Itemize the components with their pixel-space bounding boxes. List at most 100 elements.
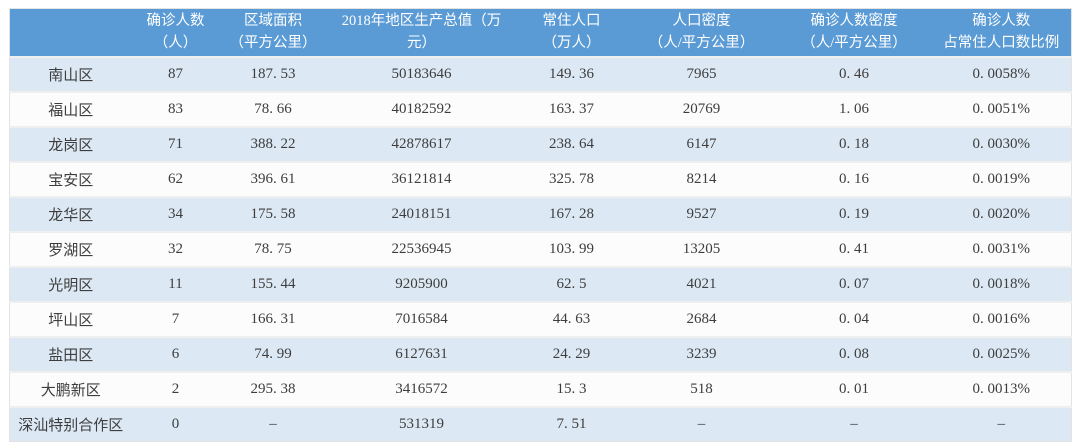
value-cell: 40182592 bbox=[326, 91, 517, 127]
value-cell: 166. 31 bbox=[219, 301, 327, 337]
district-cell: 龙华区 bbox=[9, 196, 132, 232]
value-cell: 0. 16 bbox=[776, 161, 932, 197]
value-cell: 531319 bbox=[326, 406, 517, 442]
value-cell: 0. 19 bbox=[776, 196, 932, 232]
value-cell: 44. 63 bbox=[516, 301, 627, 337]
value-cell: 0. 0013% bbox=[931, 371, 1072, 407]
value-cell: 9527 bbox=[626, 196, 777, 232]
value-cell: 0. 07 bbox=[776, 266, 932, 302]
header-row: 确诊人数 （人） 区域面积 （平方公里） 2018年地区生产总值（万 元） 常住… bbox=[9, 8, 1072, 57]
table-row: 龙华区 34 175. 58 24018151 167. 28 9527 0. … bbox=[9, 196, 1072, 232]
value-cell: 325. 78 bbox=[516, 161, 627, 197]
value-cell: 36121814 bbox=[326, 161, 517, 197]
value-cell: 396. 61 bbox=[219, 161, 327, 197]
district-cell: 盐田区 bbox=[9, 336, 132, 372]
table-row: 福山区 83 78. 66 40182592 163. 37 20769 1. … bbox=[9, 91, 1072, 127]
table-row: 盐田区 6 74. 99 6127631 24. 29 3239 0. 08 0… bbox=[9, 336, 1072, 372]
district-cell: 宝安区 bbox=[9, 161, 132, 197]
value-cell: 6147 bbox=[626, 126, 777, 162]
district-cell: 龙岗区 bbox=[9, 126, 132, 162]
value-cell: 0 bbox=[131, 406, 220, 442]
value-cell: 8214 bbox=[626, 161, 777, 197]
value-cell: 6 bbox=[131, 336, 220, 372]
value-cell: 0. 41 bbox=[776, 231, 932, 267]
value-cell: 24. 29 bbox=[516, 336, 627, 372]
value-cell: 4021 bbox=[626, 266, 777, 302]
value-cell: 78. 75 bbox=[219, 231, 327, 267]
value-cell: 155. 44 bbox=[219, 266, 327, 302]
district-cell: 深汕特别合作区 bbox=[9, 406, 132, 442]
value-cell: 0. 0025% bbox=[931, 336, 1072, 372]
value-cell: 0. 0019% bbox=[931, 161, 1072, 197]
col-header-area: 区域面积 （平方公里） bbox=[219, 8, 327, 57]
value-cell: 0. 04 bbox=[776, 301, 932, 337]
value-cell: 388. 22 bbox=[219, 126, 327, 162]
district-cell: 南山区 bbox=[9, 56, 132, 92]
value-cell: 167. 28 bbox=[516, 196, 627, 232]
value-cell: – bbox=[219, 406, 327, 442]
col-header-resident-population: 常住人口 （万人） bbox=[516, 8, 627, 57]
value-cell: 0. 0016% bbox=[931, 301, 1072, 337]
value-cell: 0. 18 bbox=[776, 126, 932, 162]
value-cell: 187. 53 bbox=[219, 56, 327, 92]
value-cell: 0. 01 bbox=[776, 371, 932, 407]
value-cell: 87 bbox=[131, 56, 220, 92]
value-cell: – bbox=[776, 406, 932, 442]
value-cell: 163. 37 bbox=[516, 91, 627, 127]
value-cell: 32 bbox=[131, 231, 220, 267]
value-cell: 0. 08 bbox=[776, 336, 932, 372]
value-cell: 1. 06 bbox=[776, 91, 932, 127]
value-cell: 295. 38 bbox=[219, 371, 327, 407]
value-cell: 103. 99 bbox=[516, 231, 627, 267]
value-cell: 7 bbox=[131, 301, 220, 337]
table-row: 深汕特别合作区 0 – 531319 7. 51 – – – bbox=[9, 406, 1072, 442]
value-cell: 42878617 bbox=[326, 126, 517, 162]
value-cell: 83 bbox=[131, 91, 220, 127]
value-cell: 34 bbox=[131, 196, 220, 232]
col-header-gdp-2018: 2018年地区生产总值（万 元） bbox=[326, 8, 517, 57]
table-row: 坪山区 7 166. 31 7016584 44. 63 2684 0. 04 … bbox=[9, 301, 1072, 337]
value-cell: 0. 46 bbox=[776, 56, 932, 92]
value-cell: 2684 bbox=[626, 301, 777, 337]
district-cell: 福山区 bbox=[9, 91, 132, 127]
table-row: 宝安区 62 396. 61 36121814 325. 78 8214 0. … bbox=[9, 161, 1072, 197]
value-cell: 74. 99 bbox=[219, 336, 327, 372]
value-cell: 78. 66 bbox=[219, 91, 327, 127]
value-cell: 3239 bbox=[626, 336, 777, 372]
table-row: 光明区 11 155. 44 9205900 62. 5 4021 0. 07 … bbox=[9, 266, 1072, 302]
value-cell: 50183646 bbox=[326, 56, 517, 92]
value-cell: 238. 64 bbox=[516, 126, 627, 162]
col-header-confirmed-count: 确诊人数 （人） bbox=[131, 8, 220, 57]
col-header-confirmed-ratio: 确诊人数 占常住人口数比例 bbox=[931, 8, 1072, 57]
value-cell: 13205 bbox=[626, 231, 777, 267]
value-cell: – bbox=[931, 406, 1072, 442]
district-cell: 坪山区 bbox=[9, 301, 132, 337]
value-cell: 175. 58 bbox=[219, 196, 327, 232]
table-row: 罗湖区 32 78. 75 22536945 103. 99 13205 0. … bbox=[9, 231, 1072, 267]
value-cell: 7965 bbox=[626, 56, 777, 92]
value-cell: 149. 36 bbox=[516, 56, 627, 92]
district-cell: 罗湖区 bbox=[9, 231, 132, 267]
table-row: 南山区 87 187. 53 50183646 149. 36 7965 0. … bbox=[9, 56, 1072, 92]
value-cell: 7016584 bbox=[326, 301, 517, 337]
district-stats-table: 确诊人数 （人） 区域面积 （平方公里） 2018年地区生产总值（万 元） 常住… bbox=[9, 8, 1072, 442]
col-header-confirmed-density: 确诊人数密度 （人/平方公里） bbox=[776, 8, 932, 57]
table-row: 大鹏新区 2 295. 38 3416572 15. 3 518 0. 01 0… bbox=[9, 371, 1072, 407]
value-cell: – bbox=[626, 406, 777, 442]
table-row: 龙岗区 71 388. 22 42878617 238. 64 6147 0. … bbox=[9, 126, 1072, 162]
value-cell: 62. 5 bbox=[516, 266, 627, 302]
value-cell: 22536945 bbox=[326, 231, 517, 267]
value-cell: 0. 0018% bbox=[931, 266, 1072, 302]
value-cell: 24018151 bbox=[326, 196, 517, 232]
value-cell: 0. 0051% bbox=[931, 91, 1072, 127]
col-header-district bbox=[9, 8, 132, 57]
district-cell: 光明区 bbox=[9, 266, 132, 302]
value-cell: 11 bbox=[131, 266, 220, 302]
value-cell: 518 bbox=[626, 371, 777, 407]
value-cell: 0. 0020% bbox=[931, 196, 1072, 232]
value-cell: 71 bbox=[131, 126, 220, 162]
value-cell: 3416572 bbox=[326, 371, 517, 407]
value-cell: 2 bbox=[131, 371, 220, 407]
col-header-population-density: 人口密度 （人/平方公里） bbox=[626, 8, 777, 57]
